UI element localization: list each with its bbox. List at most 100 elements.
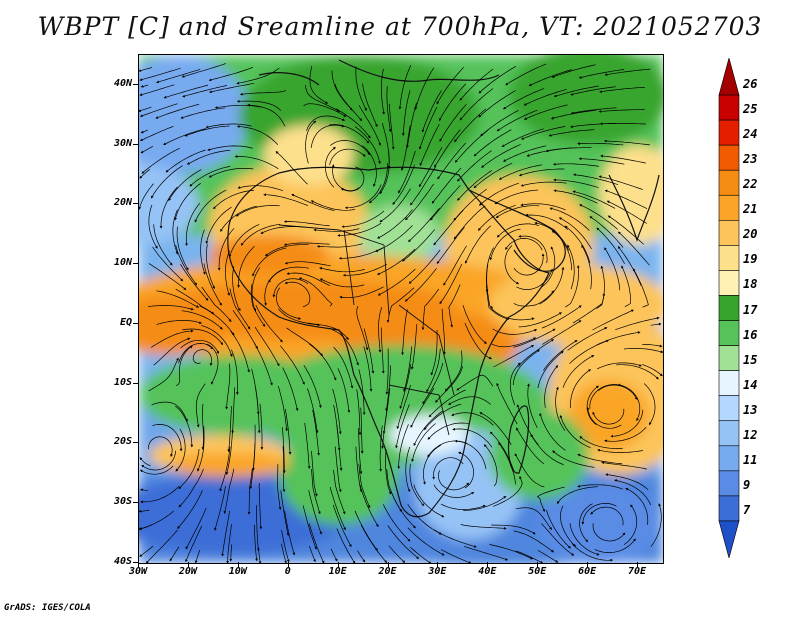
streamline xyxy=(223,468,235,514)
streamline xyxy=(225,250,230,296)
streamline xyxy=(231,349,239,395)
streamline xyxy=(139,125,174,142)
streamline xyxy=(358,369,366,416)
streamline xyxy=(534,221,570,251)
colorbar-label: 17 xyxy=(743,302,758,317)
streamline xyxy=(409,463,425,507)
streamline xyxy=(581,244,592,290)
streamline xyxy=(197,426,205,472)
wbpt-field xyxy=(139,55,663,563)
streamline xyxy=(408,249,441,284)
streamline xyxy=(537,350,564,389)
streamline xyxy=(309,65,329,104)
colorbar-swatch xyxy=(718,520,740,558)
streamline xyxy=(406,102,417,149)
streamline xyxy=(537,550,559,563)
streamline xyxy=(551,230,572,271)
streamline xyxy=(512,349,540,386)
streamline xyxy=(596,362,643,370)
streamline xyxy=(308,490,322,535)
streamline xyxy=(254,524,258,562)
colorbar-label: 22 xyxy=(743,177,758,192)
streamline xyxy=(305,120,317,164)
streamline xyxy=(378,306,383,353)
colorbar-swatch xyxy=(718,295,740,321)
streamline xyxy=(452,427,493,448)
streamline xyxy=(332,504,352,548)
streamline xyxy=(284,261,331,266)
streamline xyxy=(139,106,152,112)
y-tick-mark xyxy=(133,442,138,444)
streamline xyxy=(604,189,648,210)
streamline xyxy=(283,242,330,246)
streamline xyxy=(255,304,283,343)
streamline xyxy=(319,278,365,288)
streamline xyxy=(496,382,518,425)
streamline xyxy=(139,183,154,210)
streamline xyxy=(185,525,203,563)
streamline xyxy=(319,266,365,273)
x-tick-mark xyxy=(487,562,489,567)
streamline xyxy=(414,67,435,110)
y-tick-mark xyxy=(133,382,138,384)
streamline xyxy=(308,523,325,563)
streamline xyxy=(174,183,201,221)
streamline xyxy=(401,309,408,356)
colorbar-label: 19 xyxy=(743,252,758,267)
streamline xyxy=(567,327,608,351)
streamline xyxy=(601,461,647,470)
streamline xyxy=(140,84,149,88)
streamline xyxy=(443,245,467,286)
streamline xyxy=(418,106,438,150)
streamline xyxy=(228,224,260,258)
streamline xyxy=(250,284,266,327)
streamline xyxy=(355,446,363,493)
colorbar-label: 18 xyxy=(743,277,758,292)
streamline xyxy=(453,205,486,240)
colorbar-swatch xyxy=(718,194,740,221)
streamline xyxy=(180,339,219,354)
streamline xyxy=(431,167,462,204)
streamline xyxy=(277,464,282,511)
streamline xyxy=(600,154,646,164)
streamline xyxy=(570,369,592,409)
y-tick-label: 10S xyxy=(113,376,132,388)
x-tick-mark xyxy=(187,562,189,567)
streamline xyxy=(380,327,385,374)
streamline xyxy=(564,225,591,264)
streamline xyxy=(592,523,626,542)
streamline xyxy=(151,329,194,348)
streamline xyxy=(496,223,540,238)
streamline xyxy=(491,308,535,321)
streamline xyxy=(151,401,188,422)
colorbar-swatch xyxy=(718,58,740,96)
streamline xyxy=(436,226,465,265)
streamline xyxy=(620,384,641,422)
streamline xyxy=(139,67,181,81)
colorbar-swatch xyxy=(718,470,740,497)
streamline xyxy=(553,189,598,204)
streamline xyxy=(140,145,154,154)
streamline xyxy=(263,193,308,206)
streamline xyxy=(454,439,487,470)
streamline xyxy=(456,374,494,391)
streamline xyxy=(139,457,151,467)
streamline xyxy=(523,104,568,120)
streamline xyxy=(360,524,388,563)
x-tick-mark xyxy=(637,562,639,567)
grads-credit: GrADS: IGES/COLA xyxy=(4,603,91,613)
streamline xyxy=(252,247,287,277)
streamline xyxy=(354,126,381,165)
streamline xyxy=(643,383,656,426)
streamline xyxy=(247,468,253,515)
streamline xyxy=(379,425,383,472)
streamline xyxy=(597,448,644,453)
colorbar-swatch xyxy=(718,420,740,447)
streamline xyxy=(578,69,625,79)
streamline xyxy=(180,263,209,301)
streamline xyxy=(454,108,487,143)
streamline xyxy=(286,327,323,357)
streamline xyxy=(363,346,373,392)
map-panel[interactable] xyxy=(138,54,664,564)
streamline xyxy=(541,523,575,556)
